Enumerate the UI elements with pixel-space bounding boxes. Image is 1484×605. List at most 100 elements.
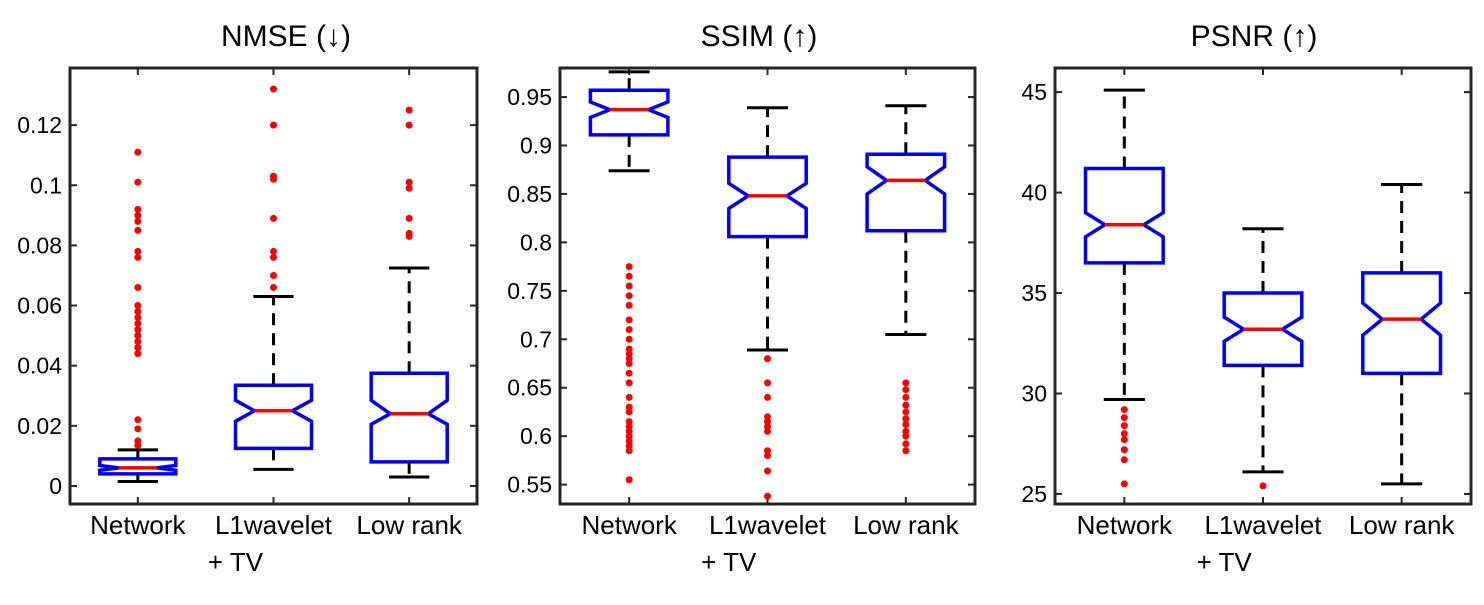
outlier-point (405, 106, 413, 114)
box-1 (1222, 227, 1304, 490)
chart-title: NMSE (↓) (221, 20, 351, 53)
outlier-point (764, 422, 771, 430)
category-label: Network (90, 510, 186, 540)
notched-box (727, 155, 808, 239)
notched-box (1222, 291, 1304, 368)
axes-frame (558, 66, 977, 506)
category-label-line2: + TV (701, 547, 757, 577)
outlier-point (405, 184, 413, 192)
outlier-point (625, 379, 633, 387)
outlier-point (134, 148, 142, 156)
box-2 (865, 104, 947, 455)
y-tick-label: 0.12 (17, 112, 62, 138)
notched-box (1361, 271, 1443, 376)
outlier-point (270, 121, 277, 129)
outlier-point (134, 253, 142, 261)
outlier-point (405, 214, 413, 222)
axes-frame (68, 66, 479, 506)
y-tick-label: 0.95 (507, 84, 552, 110)
outlier-point (625, 393, 633, 401)
outlier-point (902, 401, 910, 409)
outlier-point (764, 427, 771, 435)
outlier-point (134, 416, 142, 424)
y-tick-label: 0.8 (520, 229, 552, 255)
outlier-point (625, 476, 633, 484)
notched-box (369, 371, 449, 464)
outlier-point (134, 314, 142, 322)
y-tick-label: 30 (1021, 380, 1047, 406)
outlier-point (1120, 414, 1128, 422)
outlier-point (625, 403, 633, 411)
y-tick-label: 0.04 (17, 353, 62, 379)
outlier-point (134, 326, 142, 334)
axes-frame (1053, 66, 1473, 506)
outlier-point (134, 338, 142, 346)
category-label: Network (1077, 510, 1173, 540)
outlier-point (1120, 456, 1128, 464)
outlier-point (625, 350, 633, 358)
y-tick-label: 40 (1021, 180, 1047, 206)
category-label: Low rank (853, 510, 959, 540)
y-tick-label: 0.08 (17, 232, 62, 258)
y-tick-label: 0 (49, 473, 62, 499)
chart-title: SSIM (↑) (701, 20, 818, 53)
notched-box (865, 152, 947, 233)
outlier-point (405, 178, 413, 186)
panel-1: SSIM (↑) 0.55 0.6 0.65 0.7 0.75 0.8 0.85 0.9 0.95… (507, 20, 977, 577)
box-0 (1083, 88, 1165, 488)
outlier-point (902, 447, 910, 455)
outlier-point (134, 350, 142, 358)
category-label: L1wavelet (215, 510, 333, 540)
box-2 (369, 106, 449, 479)
outlier-point (625, 272, 633, 280)
y-tick-label: 0.9 (520, 133, 552, 159)
outlier-point (134, 226, 142, 234)
outlier-point (764, 393, 771, 401)
outlier-point (134, 205, 142, 213)
outlier-point (764, 492, 771, 500)
outlier-point (134, 344, 142, 352)
outlier-point (625, 437, 633, 445)
outlier-point (625, 432, 633, 440)
outlier-point (764, 379, 771, 387)
outlier-point (902, 432, 910, 440)
outlier-point (270, 271, 277, 279)
outlier-point (902, 440, 910, 448)
outlier-point (625, 292, 633, 300)
outlier-point (625, 442, 633, 450)
outlier-point (625, 301, 633, 309)
outlier-point (902, 386, 910, 394)
outlier-point (1120, 446, 1128, 454)
outlier-point (270, 247, 277, 255)
category-label: Network (581, 510, 677, 540)
outlier-point (134, 284, 142, 292)
outlier-point (270, 284, 277, 292)
y-tick-label: 0.1 (30, 172, 62, 198)
outlier-point (134, 211, 142, 219)
outlier-point (134, 425, 142, 433)
outlier-point (902, 427, 910, 435)
outlier-point (625, 422, 633, 430)
outlier-point (1120, 422, 1128, 430)
category-label-line2: + TV (208, 547, 264, 577)
category-label: L1wavelet (709, 510, 827, 540)
y-tick-label: 0.65 (507, 375, 552, 401)
y-tick-label: 0.02 (17, 413, 62, 439)
panel-2: PSNR (↑) 25 30 35 40 45 Network L1wavelet + TV Lo… (1021, 20, 1473, 577)
outlier-point (625, 408, 633, 416)
outlier-point (902, 408, 910, 416)
outlier-point (270, 85, 277, 93)
outlier-point (764, 418, 771, 426)
panel-0: NMSE (↓) 0 0.02 0.04 0.06 0.08 0.1 0.12 Network L… (17, 20, 479, 577)
outlier-point (902, 379, 910, 387)
outlier-point (405, 229, 413, 237)
category-label: Low rank (356, 510, 462, 540)
y-tick-label: 0.85 (507, 181, 552, 207)
outlier-point (625, 427, 633, 435)
notched-box (588, 88, 670, 137)
outlier-point (1120, 430, 1128, 438)
y-tick-label: 0.75 (507, 278, 552, 304)
outlier-point (134, 247, 142, 255)
